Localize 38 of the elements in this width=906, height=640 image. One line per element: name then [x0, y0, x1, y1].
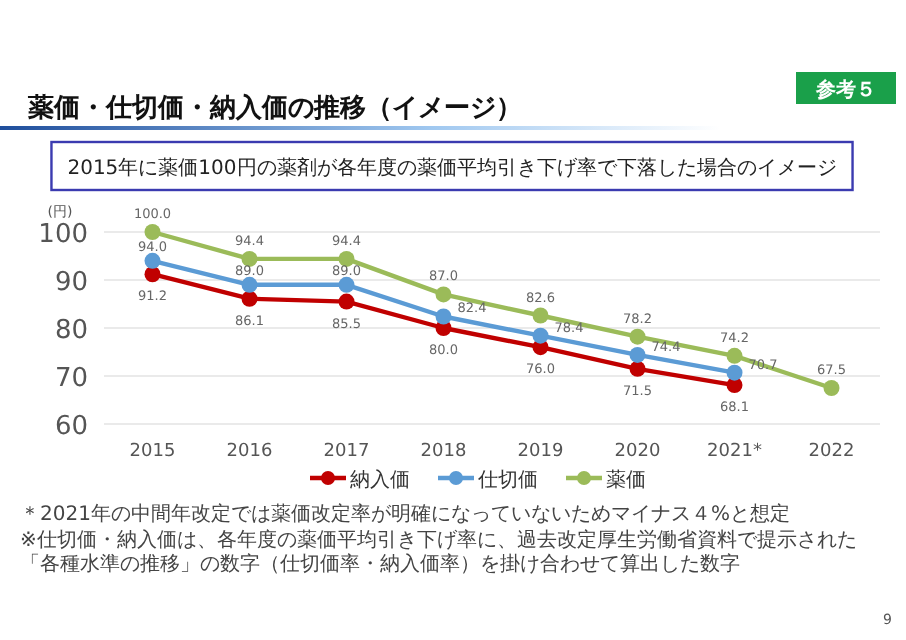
text: ＊2021年の中間年改定では薬価改定率が明確になっていないためマイナス４%と想定	[20, 502, 790, 526]
text: ※仕切価・納入価は、各年度の薬価平均引き下げ率に、過去改定厚生労働省資料で提示された「各種水準の推移」の数字（仕切価率・納入価率）を掛け合わせて算出した数字	[20, 528, 857, 576]
point	[629, 328, 646, 345]
point	[338, 293, 355, 310]
legend-label: 薬価	[606, 468, 646, 492]
y-tick-label: 70	[54, 364, 88, 394]
chart-subtitle: 2015年に薬価100円の薬剤が各年度の薬価平均引き下げ率で下落した場合のイメージ	[67, 156, 837, 180]
point	[144, 252, 161, 269]
y-tick-label: 60	[54, 412, 88, 442]
x-tick-label: 2018	[420, 442, 467, 462]
legend-label: 納入価	[350, 468, 410, 492]
point	[241, 276, 258, 293]
x-tick-label: 2021*	[707, 442, 763, 462]
point	[338, 276, 355, 293]
point	[629, 346, 646, 363]
point	[726, 364, 743, 381]
point	[144, 224, 161, 240]
x-tick-label: 2019	[517, 442, 564, 462]
x-tick-label: 2017	[323, 442, 370, 462]
legend-label: 仕切価	[478, 468, 538, 492]
x-tick-label: 2022	[808, 442, 855, 462]
point	[241, 290, 258, 307]
point	[629, 360, 646, 377]
y-tick-label: 90	[54, 268, 88, 298]
point	[532, 327, 549, 344]
x-tick-label: 2015	[129, 442, 176, 462]
x-tick-label: 2020	[614, 442, 661, 462]
y-tick-label: 100	[38, 220, 88, 250]
point	[435, 286, 452, 303]
point	[726, 347, 743, 364]
point	[144, 266, 161, 283]
point	[532, 307, 549, 324]
point	[823, 380, 840, 396]
x-tick-label: 2016	[226, 442, 273, 462]
y-tick-label: 80	[54, 316, 88, 346]
text: 参考５	[814, 78, 876, 102]
chart-title: 薬価・仕切価・納入価の推移（イメージ）	[26, 92, 522, 124]
point	[435, 308, 452, 325]
